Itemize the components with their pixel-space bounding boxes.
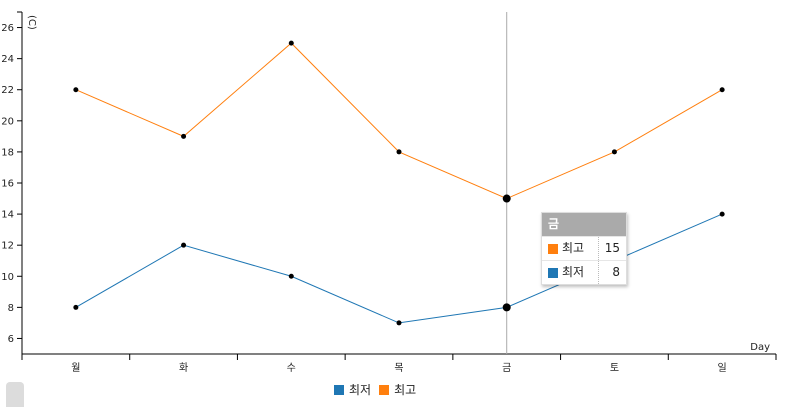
y-tick-label-18: 18 (1, 147, 14, 158)
x-tick-label-0: 월 (71, 362, 80, 374)
scroll-handle[interactable] (6, 382, 24, 407)
x-tick-label-6: 일 (718, 362, 727, 374)
tooltip-row-max: 최고 15 (542, 236, 626, 260)
x-axis-label: Day (750, 342, 770, 353)
point-0-0 (73, 304, 79, 310)
y-tick-label-22: 22 (1, 85, 14, 96)
point-1-3 (396, 149, 402, 155)
tooltip-swatch-min (548, 267, 558, 278)
legend-item-min[interactable]: 최저 (334, 381, 371, 398)
y-tick-label-20: 20 (1, 116, 14, 127)
point-1-1 (181, 133, 187, 139)
tooltip-title: 금 (542, 213, 626, 236)
y-tick-label-8: 8 (8, 303, 14, 314)
legend-swatch-min (334, 384, 344, 395)
x-tick-label-5: 토 (610, 363, 619, 374)
x-tick-label-3: 목 (394, 362, 403, 374)
legend-item-max[interactable]: 최고 (379, 381, 416, 398)
y-tick-label-24: 24 (1, 54, 14, 65)
y-tick-label-12: 12 (1, 241, 14, 252)
tooltip-name-max: 최고 (562, 241, 585, 255)
x-tick-label-2: 수 (287, 362, 296, 374)
point-1-2 (288, 40, 294, 46)
legend-label-min: 최저 (349, 383, 372, 397)
point-0-2 (288, 273, 294, 279)
y-tick-label-10: 10 (1, 272, 14, 283)
y-tick-label-14: 14 (1, 210, 14, 221)
point-0-6 (719, 211, 725, 217)
tooltip-value-max: 15 (604, 241, 620, 255)
point-0-4 (502, 303, 511, 312)
y-tick-label-16: 16 (1, 179, 14, 190)
tooltip-row-min: 최저 8 (542, 260, 626, 284)
x-tick-label-4: 금 (502, 362, 511, 374)
point-1-4 (502, 194, 511, 203)
tooltip: 금 최고 15 최저 8 (541, 212, 627, 285)
point-0-1 (181, 242, 187, 248)
point-1-0 (73, 87, 79, 93)
point-1-5 (611, 149, 617, 155)
legend-swatch-max (379, 384, 390, 395)
y-axis-label: (C) (26, 15, 37, 30)
tooltip-value-min: 8 (612, 265, 620, 279)
y-tick-label-26: 26 (1, 23, 14, 34)
legend: 최저 최고 (334, 381, 416, 398)
y-tick-label-6: 6 (8, 334, 14, 345)
x-tick-label-1: 화 (179, 362, 188, 374)
series-line-1 (75, 42, 723, 200)
point-0-3 (396, 320, 402, 326)
tooltip-swatch-max (548, 243, 558, 254)
legend-label-max: 최고 (394, 383, 417, 397)
tooltip-name-min: 최저 (562, 265, 585, 279)
point-1-6 (719, 87, 725, 93)
